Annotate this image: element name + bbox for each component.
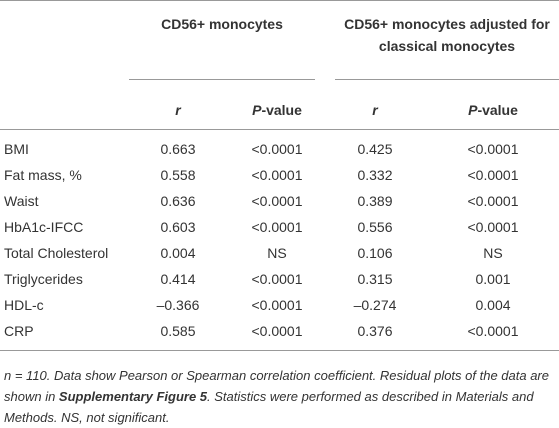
table-row: Fat mass, % 0.558 <0.0001 0.332 <0.0001 xyxy=(0,162,559,188)
row-label: Triglycerides xyxy=(4,271,83,287)
cell: <0.0001 xyxy=(251,141,303,157)
cell: 0.585 xyxy=(160,323,196,339)
group-title: CD56+ monocytes adjusted for classical m… xyxy=(335,13,559,80)
row-label: CRP xyxy=(4,323,34,339)
row-label: Total Cholesterol xyxy=(4,245,109,261)
table-row: Waist 0.636 <0.0001 0.389 <0.0001 xyxy=(0,188,559,214)
cell: <0.0001 xyxy=(467,167,519,183)
row-label: Waist xyxy=(4,193,39,209)
cell: <0.0001 xyxy=(251,193,303,209)
row-label: Fat mass, % xyxy=(4,167,82,183)
cell: 0.558 xyxy=(160,167,196,183)
cell: NS xyxy=(267,245,287,261)
row-label: HDL-c xyxy=(4,297,44,313)
group-header: CD56+ monocytes adjusted for classical m… xyxy=(323,1,559,92)
cell: <0.0001 xyxy=(251,167,303,183)
cell: <0.0001 xyxy=(251,219,303,235)
column-header: r xyxy=(323,91,427,130)
row-label: BMI xyxy=(4,141,29,157)
note-text: n xyxy=(4,368,12,383)
cell: 0.556 xyxy=(357,219,393,235)
column-header: r xyxy=(125,91,231,130)
cell: 0.004 xyxy=(160,245,196,261)
cell: 0.636 xyxy=(160,193,196,209)
group-title: CD56+ monocytes xyxy=(129,13,315,80)
column-label: -value xyxy=(261,102,302,118)
note-reference: Supplementary Figure 5 xyxy=(58,389,208,404)
cell: –0.274 xyxy=(353,297,397,313)
cell: 0.315 xyxy=(357,271,393,287)
cell: 0.603 xyxy=(160,219,196,235)
note-text: = 110. Data show Pearson or Spearman cor… xyxy=(4,368,549,404)
table-row: CRP 0.585 <0.0001 0.376 <0.0001 xyxy=(0,318,559,351)
empty-header xyxy=(0,1,125,92)
cell: <0.0001 xyxy=(251,297,303,313)
group-header: CD56+ monocytes xyxy=(125,1,323,92)
cell: 0.106 xyxy=(357,245,393,261)
column-label: -value xyxy=(477,102,518,118)
cell: 0.663 xyxy=(160,141,196,157)
cell: 0.425 xyxy=(357,141,393,157)
cell: 0.001 xyxy=(475,271,511,287)
table-row: HbA1c-IFCC 0.603 <0.0001 0.556 <0.0001 xyxy=(0,214,559,240)
column-header: P-value xyxy=(427,91,559,130)
row-label: HbA1c-IFCC xyxy=(4,219,84,235)
cell: 0.376 xyxy=(357,323,393,339)
column-label: r xyxy=(372,102,378,118)
cell: –0.366 xyxy=(156,297,200,313)
table-row: HDL-c –0.366 <0.0001 –0.274 0.004 xyxy=(0,292,559,318)
cell: <0.0001 xyxy=(467,141,519,157)
empty-header xyxy=(0,91,125,130)
column-header: P-value xyxy=(231,91,323,130)
cell: 0.414 xyxy=(160,271,196,287)
cell: <0.0001 xyxy=(251,271,303,287)
table-body: BMI 0.663 <0.0001 0.425 <0.0001 Fat mass, % 0.… xyxy=(0,130,559,351)
column-label: r xyxy=(175,102,181,118)
cell: 0.389 xyxy=(357,193,393,209)
table: CD56+ monocytes CD56+ monocytes adjusted… xyxy=(0,0,559,351)
cell: 0.332 xyxy=(357,167,393,183)
cell: <0.0001 xyxy=(467,193,519,209)
cell: <0.0001 xyxy=(467,219,519,235)
table-row: Triglycerides 0.414 <0.0001 0.315 0.001 xyxy=(0,266,559,292)
footnote: n = 110. Data show Pearson or Spearman c… xyxy=(0,351,559,428)
cell: NS xyxy=(483,245,503,261)
column-label: P xyxy=(252,102,262,118)
cell: 0.004 xyxy=(475,297,511,313)
cell: <0.0001 xyxy=(251,323,303,339)
table-row: BMI 0.663 <0.0001 0.425 <0.0001 xyxy=(0,130,559,163)
table-row: Total Cholesterol 0.004 NS 0.106 NS xyxy=(0,240,559,266)
column-label: P xyxy=(468,102,478,118)
cell: <0.0001 xyxy=(467,323,519,339)
